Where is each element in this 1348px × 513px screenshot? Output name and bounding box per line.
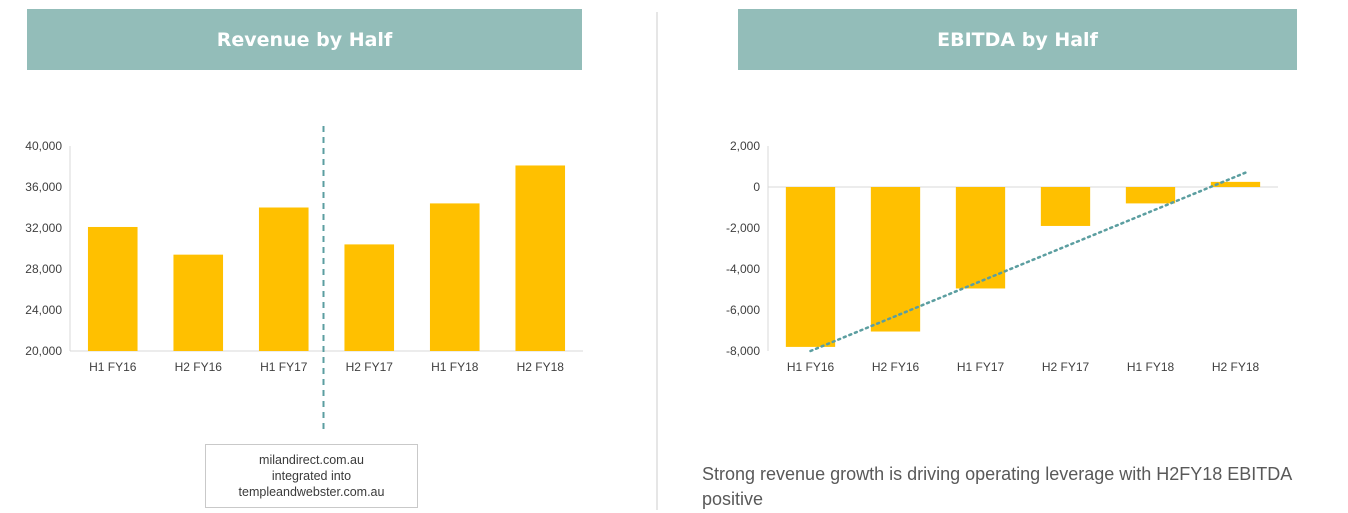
- revenue-bar: [429, 203, 480, 351]
- revenue-x-tick-label: H2 FY17: [346, 360, 394, 374]
- ebitda-chart-title: EBITDA by Half: [738, 9, 1297, 70]
- revenue-y-tick-label: 32,000: [25, 221, 62, 235]
- revenue-x-tick-label: H2 FY16: [175, 360, 223, 374]
- revenue-y-tick-label: 20,000: [25, 344, 62, 358]
- revenue-x-tick-label: H1 FY16: [89, 360, 137, 374]
- ebitda-bar: [955, 187, 1006, 289]
- ebitda-y-tick-label: 0: [753, 180, 760, 194]
- callout-line-1: milandirect.com.au: [259, 453, 364, 467]
- revenue-bar: [258, 207, 309, 351]
- ebitda-x-tick-label: H2 FY18: [1212, 360, 1260, 374]
- revenue-bar: [515, 165, 566, 351]
- ebitda-bar: [1210, 181, 1261, 187]
- revenue-x-tick-label: H2 FY18: [517, 360, 565, 374]
- revenue-y-tick-label: 24,000: [25, 303, 62, 317]
- integration-callout: milandirect.com.au integrated into templ…: [205, 444, 418, 508]
- summary-note: Strong revenue growth is driving operati…: [702, 464, 1292, 509]
- ebitda-y-tick-label: -2,000: [726, 221, 760, 235]
- revenue-y-tick-label: 28,000: [25, 262, 62, 276]
- ebitda-y-tick-label: -8,000: [726, 344, 760, 358]
- revenue-x-tick-label: H1 FY17: [260, 360, 308, 374]
- ebitda-bar: [785, 187, 836, 347]
- ebitda-y-tick-label: -6,000: [726, 303, 760, 317]
- ebitda-x-tick-label: H2 FY16: [872, 360, 920, 374]
- callout-line-2: integrated into: [271, 469, 352, 483]
- ebitda-x-tick-label: H1 FY16: [787, 360, 835, 374]
- revenue-chart-title: Revenue by Half: [27, 9, 582, 70]
- panel-divider: [656, 12, 658, 510]
- revenue-y-tick-label: 40,000: [25, 139, 62, 153]
- revenue-bar: [344, 244, 395, 351]
- ebitda-x-tick-label: H1 FY17: [957, 360, 1005, 374]
- revenue-x-tick-label: H1 FY18: [431, 360, 479, 374]
- ebitda-y-tick-label: 2,000: [730, 139, 760, 153]
- callout-line-3: templeandwebster.com.au: [238, 485, 385, 499]
- revenue-chart: 20,000 24,000 28,000 32,000 36,000 40,000 H1 F…: [25, 126, 583, 432]
- ebitda-bar: [1040, 187, 1091, 226]
- ebitda-bar: [870, 187, 921, 332]
- ebitda-bar: [1125, 187, 1176, 204]
- ebitda-trendline: [809, 171, 1247, 353]
- ebitda-x-tick-label: H1 FY18: [1127, 360, 1175, 374]
- ebitda-x-tick-label: H2 FY17: [1042, 360, 1090, 374]
- ebitda-y-tick-label: -4,000: [726, 262, 760, 276]
- revenue-bar: [173, 254, 224, 351]
- revenue-bar: [87, 226, 138, 351]
- revenue-y-tick-label: 36,000: [25, 180, 62, 194]
